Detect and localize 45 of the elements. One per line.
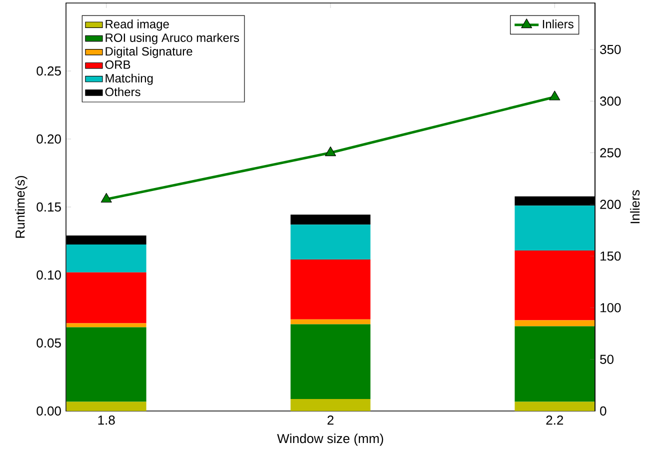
y-tick-label: 0.10 [36,270,61,280]
legend-label: Others [105,87,140,96]
bar [66,244,146,272]
bar [66,272,146,324]
bar [66,327,146,402]
y-tick-label: 0.00 [36,406,61,416]
y2-tick-label: 350 [600,44,621,54]
point [100,192,112,203]
y2-tick-label: 200 [600,200,621,210]
y-tick-label: 0.25 [36,66,61,76]
y2-axis-title: Inliers [630,190,640,224]
legend-label: ORB [105,60,130,69]
bar [290,224,370,260]
y2-tick-label: 300 [600,96,621,106]
x-axis-title: Window size (mm) [277,434,384,446]
legend-label: ROI using Aruco markers [106,33,240,44]
point [325,146,336,156]
x-tick-label: 2 [328,416,334,425]
bar [290,319,370,324]
y2-tick-label: 150 [600,251,621,261]
y2-tick-label: 250 [600,148,621,158]
bar [514,320,595,326]
y2-tick-label: 0 [600,406,606,416]
bar [290,399,370,411]
x-tick-label: 1.8 [98,416,115,425]
bar [514,326,595,402]
y-tick-label: 0.05 [36,338,61,348]
bar [290,214,370,225]
bar [290,259,370,320]
bar [290,324,370,400]
point [549,90,560,100]
legend-label: Digital Signature [106,46,192,58]
bar [514,402,595,411]
bar [514,250,595,320]
bar [66,402,146,411]
legend-label: Matching [106,74,153,85]
bar [514,206,595,251]
x-tick-label: 2.2 [546,416,564,425]
y-tick-label: 0.15 [36,202,61,212]
y2-tick-label: 100 [600,303,621,312]
legend-label: Read image [106,20,169,31]
y-tick-label: 0.20 [36,134,61,144]
legend-label: Inliers [542,20,574,28]
y2-tick-label: 50 [600,354,614,364]
y-axis-title: Runtime(s) [15,176,28,238]
